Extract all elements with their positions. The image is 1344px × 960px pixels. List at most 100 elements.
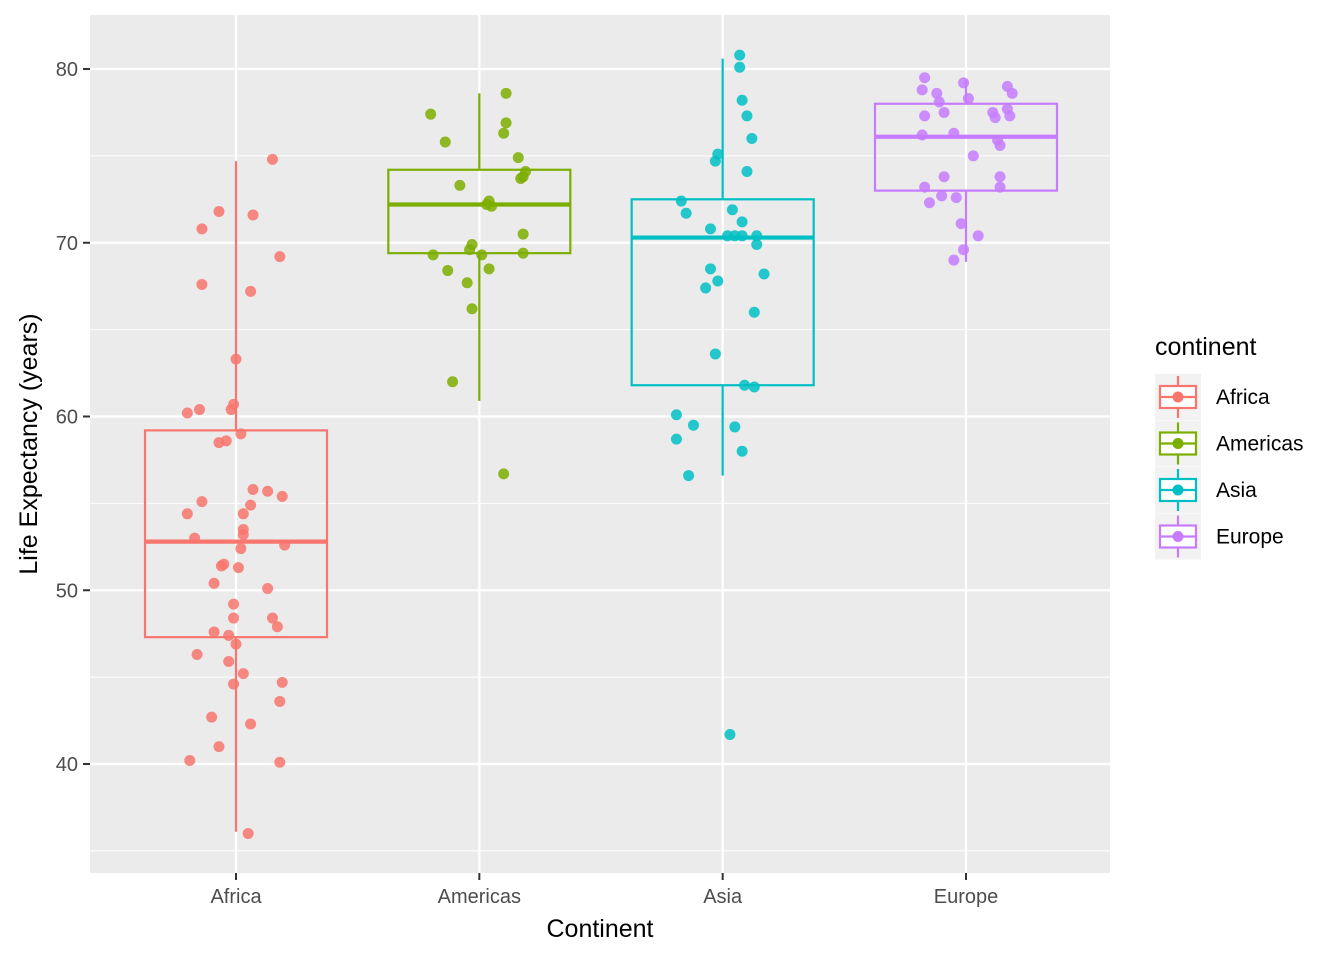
- asia-point: [687, 419, 699, 431]
- africa-point: [228, 678, 240, 690]
- americas-point: [498, 468, 510, 480]
- asia-point: [683, 470, 695, 482]
- americas-point: [476, 249, 488, 261]
- africa-point: [262, 485, 274, 497]
- americas-point: [498, 127, 510, 139]
- asia-point: [734, 49, 746, 61]
- asia-box: [630, 198, 815, 387]
- x-tick-label: Asia: [703, 886, 743, 908]
- africa-point: [184, 755, 196, 767]
- africa-point: [247, 483, 259, 495]
- europe-point: [938, 171, 950, 183]
- americas-point: [464, 244, 476, 256]
- africa-point: [262, 583, 274, 595]
- europe-point: [1006, 87, 1018, 99]
- legend-title: continent: [1155, 333, 1257, 361]
- asia-point: [746, 133, 758, 144]
- africa-point: [194, 404, 206, 416]
- europe-point: [948, 254, 960, 266]
- africa-point: [232, 562, 244, 574]
- africa-point: [237, 529, 249, 541]
- europe-point: [950, 192, 962, 204]
- y-tick-label: 60: [56, 407, 78, 429]
- americas-point: [512, 152, 524, 164]
- europe-point: [972, 230, 984, 242]
- y-tick-label: 50: [56, 580, 78, 602]
- africa-point: [245, 499, 257, 511]
- asia-point: [712, 275, 724, 287]
- asia-point: [729, 421, 741, 433]
- asia-point: [734, 61, 746, 73]
- americas-point: [447, 376, 459, 388]
- americas-point: [454, 179, 466, 191]
- asia-point: [758, 268, 770, 280]
- africa-point: [274, 756, 286, 768]
- asia-point: [736, 94, 748, 106]
- europe-point: [923, 197, 935, 209]
- y-tick-label: 70: [56, 233, 78, 255]
- europe-point: [931, 87, 943, 99]
- europe-point: [994, 171, 1006, 183]
- legend-label-americas: Americas: [1216, 433, 1304, 456]
- americas-point: [517, 228, 529, 240]
- africa-point: [279, 539, 291, 551]
- y-axis: 40 50 60 70 80: [56, 59, 90, 776]
- americas-point: [439, 136, 451, 148]
- europe-point: [919, 110, 931, 122]
- legend-key-point-europe: [1172, 531, 1184, 542]
- asia-point: [739, 379, 751, 391]
- asia-point: [751, 238, 763, 250]
- y-axis-title: Life Expectancy (years): [15, 313, 43, 574]
- africa-point: [228, 612, 240, 624]
- asia-point: [748, 306, 760, 318]
- americas-point: [466, 303, 478, 315]
- africa-point: [206, 711, 218, 723]
- africa-point: [181, 508, 193, 520]
- legend-label-africa: Africa: [1216, 386, 1270, 409]
- africa-point: [196, 496, 208, 508]
- europe-point: [919, 72, 931, 84]
- europe-point: [994, 139, 1006, 151]
- legend-key-point-africa: [1172, 391, 1184, 403]
- legend-key-point-asia: [1172, 484, 1184, 496]
- europe-point: [958, 77, 970, 89]
- asia-point: [724, 728, 736, 740]
- x-tick-label: Europe: [934, 886, 999, 908]
- asia-point: [700, 282, 712, 294]
- asia-point: [709, 348, 721, 360]
- europe-point: [948, 127, 960, 139]
- legend-key-point-americas: [1172, 438, 1184, 449]
- africa-point: [196, 278, 208, 290]
- africa-point: [247, 209, 259, 221]
- africa-point: [223, 629, 235, 641]
- americas-point: [427, 249, 439, 261]
- africa-box: [143, 429, 329, 639]
- africa-point: [189, 532, 201, 544]
- europe-point: [994, 181, 1006, 193]
- asia-point: [704, 263, 716, 275]
- africa-point: [245, 285, 257, 297]
- africa-point: [208, 577, 220, 589]
- africa-point: [276, 676, 288, 688]
- africa-point: [237, 668, 249, 680]
- americas-point: [517, 247, 529, 259]
- points: [181, 49, 1018, 839]
- asia-point: [741, 166, 753, 178]
- africa-point: [191, 649, 203, 661]
- europe-point: [958, 244, 970, 256]
- africa-point: [274, 251, 286, 263]
- asia-point: [736, 230, 748, 242]
- americas-point: [485, 200, 497, 212]
- africa-point: [274, 695, 286, 707]
- africa-point: [181, 407, 193, 419]
- asia-point: [675, 195, 687, 207]
- grid-minor: [90, 155, 1110, 852]
- africa-point: [230, 638, 242, 650]
- europe-point: [936, 190, 948, 202]
- asia-point: [670, 409, 682, 421]
- americas-point: [442, 265, 454, 277]
- boxes: [143, 58, 1059, 832]
- europe-point: [919, 181, 931, 193]
- x-axis: Africa Americas Asia Europe: [210, 873, 998, 908]
